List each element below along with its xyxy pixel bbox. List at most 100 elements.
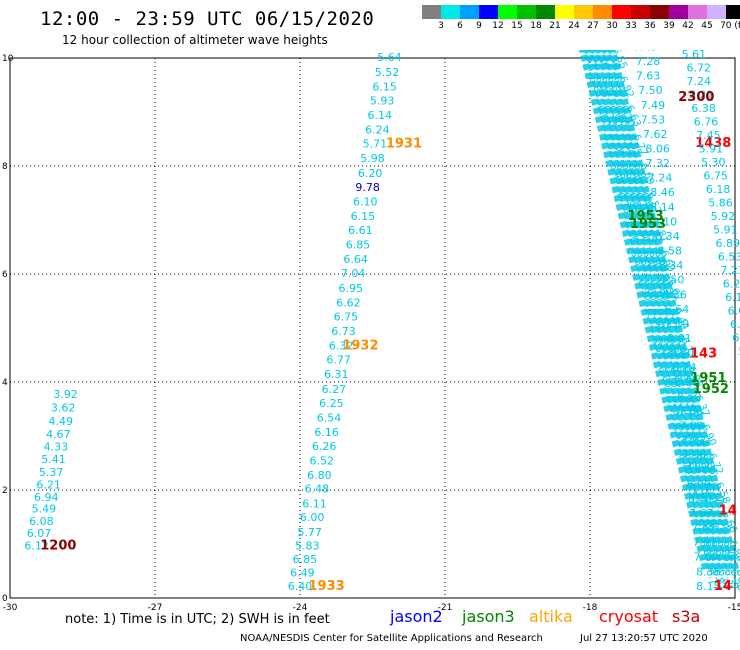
legend-tick-label: 36 — [644, 21, 656, 31]
dense-track-label: 6.60 — [579, 17, 598, 42]
wave-height-label: 8.06 — [645, 143, 670, 156]
wave-height-label: 6.10 — [353, 195, 378, 208]
page-title: 12:00 - 23:59 UTC 06/15/2020 — [40, 8, 375, 30]
y-tick-label: 6 — [2, 270, 8, 280]
wave-height-label: 5.91 — [699, 143, 724, 156]
wave-height-label: 7.49 — [641, 99, 666, 112]
wave-height-label: 6.15 — [372, 80, 397, 93]
satellite-altika: altika — [529, 607, 573, 626]
legend-swatch — [574, 5, 593, 19]
wave-height-label: 6.75 — [703, 170, 728, 183]
wave-height-label: 6.53 — [718, 251, 740, 264]
wave-height-label: 6.26 — [312, 440, 337, 453]
wave-height-label: 5.48 — [380, 37, 405, 50]
y-tick-label: 2 — [2, 486, 8, 496]
legend-tick-label: 70 (ft) — [720, 21, 740, 31]
credit-text: NOAA/NESDIS Center for Satellite Applica… — [240, 633, 543, 644]
wave-height-label: 8.46 — [650, 186, 675, 199]
dense-track-label: 6.73 — [585, 17, 604, 42]
pass-time-label: 1933 — [308, 579, 344, 594]
wave-height-label: 7.91 — [693, 536, 718, 549]
wave-height-label: 6.15 — [351, 210, 376, 223]
wave-height-label: 7.63 — [636, 70, 661, 83]
legend-tick-label: 3 — [438, 21, 444, 31]
wave-height-label: 6.40 — [288, 580, 313, 593]
pass-time-label: 1932 — [342, 339, 378, 354]
pass-time-label: 143 — [690, 347, 717, 362]
wave-height-label: 6.52 — [310, 455, 335, 468]
wave-height-label: 6.18 — [706, 183, 731, 196]
wave-height-label: 4.33 — [44, 441, 69, 454]
plot-frame — [9, 57, 736, 599]
legend-swatch — [612, 5, 631, 19]
wave-height-label: 5.64 — [377, 51, 402, 64]
legend-tick-label: 24 — [568, 21, 580, 31]
pass-time-label: 2300 — [678, 90, 714, 105]
dense-track-label: 6.90 — [591, 17, 610, 42]
wave-height-label: 5.52 — [375, 66, 400, 79]
wave-height-label: 8.10 — [653, 215, 678, 228]
y-tick-label: 10 — [2, 54, 14, 64]
wave-height-label: 6.75 — [334, 310, 359, 323]
wave-height-label: 7.24 — [687, 75, 712, 88]
wave-height-label: 7.50 — [638, 84, 663, 97]
wave-height-label: 5.71 — [363, 138, 388, 151]
legend-swatch — [555, 5, 574, 19]
legend-swatch — [441, 5, 460, 19]
legend-tick-label: 33 — [625, 21, 637, 31]
legend-swatch — [593, 5, 612, 19]
wave-height-label: 6.12 — [24, 539, 49, 552]
legend-swatch — [536, 5, 555, 19]
wave-height-label: 6.14 — [368, 109, 393, 122]
wave-height-label: 8.01 — [667, 332, 692, 345]
wave-height-label: 6.73 — [331, 325, 356, 338]
wave-height-label: 5.41 — [41, 453, 66, 466]
y-tick-label: 4 — [2, 378, 8, 388]
legend-tick-label: 6 — [457, 21, 463, 31]
pass-time-label: 14 — [719, 503, 737, 518]
wave-height-label: 8.70 — [674, 376, 699, 389]
wave-height-label: 5.9 — [738, 345, 740, 358]
wave-height-label: 8.50 — [677, 390, 702, 403]
wave-height-label: 5.37 — [39, 466, 64, 479]
wave-height-label: 5.91 — [713, 224, 738, 237]
satellite-jason3: jason3 — [462, 607, 515, 626]
pass-time-label: 1951 — [577, 8, 613, 23]
wave-height-label: 5.86 — [708, 197, 733, 210]
x-tick-label: -18 — [583, 603, 598, 613]
legend-swatch — [650, 5, 669, 19]
wave-height-label: 5.85 — [682, 32, 707, 45]
wave-height-label: 6.31 — [324, 368, 349, 381]
legend-swatch — [460, 5, 479, 19]
wave-height-label: 6.48 — [305, 483, 330, 496]
legend-tick-label: 21 — [549, 21, 561, 31]
legend-swatch — [726, 5, 740, 19]
wave-height-label: 6.72 — [687, 62, 712, 75]
legend-tick-label: 18 — [530, 21, 542, 31]
plot-content: 6.696.576.816.606.626.446.736.866.376.90… — [24, 8, 740, 594]
dense-track-strand — [602, 50, 734, 572]
wave-height-label: 3.92 — [53, 388, 78, 401]
wave-height-label: 6.21 — [36, 478, 61, 491]
pass-time-label: 1953 — [630, 217, 666, 232]
pass-time-label: 1952 — [693, 382, 729, 397]
wave-height-label: 3.62 — [51, 402, 76, 415]
wave-height-label: 6.85 — [346, 239, 371, 252]
wave-height-label: 6.07 — [27, 527, 52, 540]
wave-height-label: 6.94 — [34, 491, 59, 504]
wave-height-label: 8.14 — [650, 201, 675, 214]
dense-track-strand — [608, 50, 740, 572]
dense-track-strand — [590, 50, 722, 572]
wave-height-label: 7.04 — [341, 267, 366, 280]
wave-height-label: 6.64 — [343, 253, 368, 266]
wave-height-label: 9.78 — [355, 181, 380, 194]
legend-swatch — [631, 5, 650, 19]
satellite-jason2: jason2 — [390, 607, 443, 626]
wave-height-label: 4.49 — [49, 415, 74, 428]
y-tick-label: 8 — [2, 162, 8, 172]
legend-swatch — [422, 5, 441, 19]
wave-height-label: 7.36 — [682, 449, 707, 462]
wave-height-label: 6.80 — [307, 469, 332, 482]
wave-height-label: 6.54 — [317, 411, 342, 424]
